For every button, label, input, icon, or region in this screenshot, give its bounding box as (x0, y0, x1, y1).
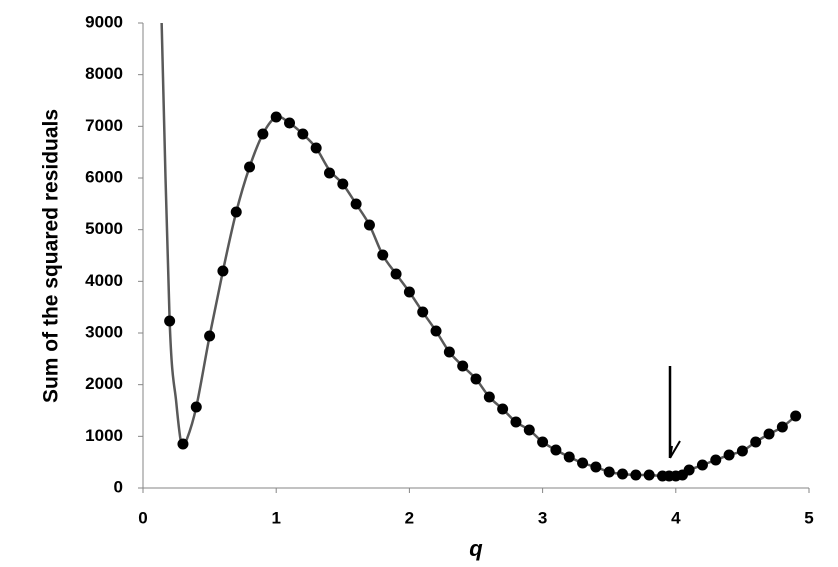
x-tick-label: 2 (405, 508, 414, 527)
data-point (603, 466, 615, 478)
data-point (443, 346, 455, 358)
data-point (723, 449, 735, 461)
data-point (630, 469, 642, 481)
y-tick-label: 2000 (85, 374, 123, 393)
data-point (337, 178, 349, 190)
data-point (323, 167, 335, 179)
data-point (537, 436, 549, 448)
data-point (270, 111, 282, 123)
data-point (164, 315, 176, 327)
data-point (363, 219, 375, 231)
data-point (310, 142, 322, 154)
y-tick-label: 0 (114, 477, 123, 496)
data-point (683, 464, 695, 476)
y-tick-label: 4000 (85, 271, 123, 290)
data-point (523, 424, 535, 436)
data-point (350, 198, 362, 210)
x-tick-label: 0 (138, 508, 147, 527)
y-tick-label: 8000 (85, 64, 123, 83)
y-tick-label: 6000 (85, 167, 123, 186)
data-point (430, 325, 442, 337)
data-point (177, 438, 189, 450)
data-point (736, 445, 748, 457)
data-point (190, 401, 202, 413)
x-tick-label: 5 (804, 508, 813, 527)
data-point (230, 206, 242, 218)
data-point (776, 421, 788, 433)
x-axis-label: q (469, 536, 483, 561)
arrow (668, 366, 681, 459)
y-tick-label: 1000 (85, 426, 123, 445)
data-point (643, 469, 655, 481)
data-point (750, 436, 762, 448)
data-point (217, 265, 229, 277)
y-tick-label: 9000 (85, 12, 123, 31)
data-point (590, 461, 602, 473)
y-tick-label: 7000 (85, 116, 123, 135)
data-point (377, 249, 389, 261)
y-axis-label: Sum of the squared residuals (40, 109, 63, 403)
data-point (284, 117, 296, 129)
data-point (403, 286, 415, 298)
data-point (244, 161, 256, 173)
data-point (563, 451, 575, 463)
data-point (577, 457, 589, 469)
data-point (257, 128, 269, 140)
x-tick-label: 4 (671, 508, 681, 527)
data-point (763, 428, 775, 440)
x-tick-label: 3 (538, 508, 547, 527)
data-point (696, 459, 708, 471)
data-point (470, 373, 482, 385)
x-tick-label: 1 (271, 508, 280, 527)
data-point (790, 410, 802, 422)
y-tick-label: 3000 (85, 322, 123, 341)
data-point (457, 360, 469, 372)
data-point (204, 330, 216, 342)
data-point (417, 306, 429, 318)
data-point (497, 403, 509, 415)
fit-curve (160, 23, 797, 478)
data-point (710, 454, 722, 466)
data-point (297, 128, 309, 140)
data-point (390, 268, 402, 280)
data-point (550, 444, 562, 456)
data-point (483, 391, 495, 403)
data-point (510, 416, 522, 428)
data-point (617, 468, 629, 480)
y-tick-label: 5000 (85, 219, 123, 238)
